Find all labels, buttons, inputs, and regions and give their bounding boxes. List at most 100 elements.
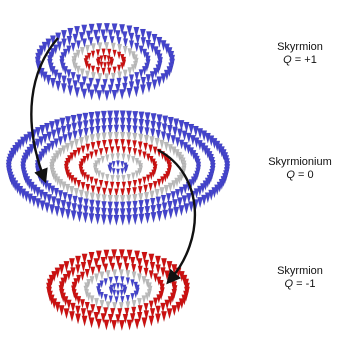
- spin-cone: [116, 153, 120, 160]
- spin-cone: [117, 44, 121, 52]
- spin-cone: [155, 314, 161, 325]
- spin-cone: [116, 161, 120, 168]
- spin-cone: [175, 189, 180, 198]
- spin-cone: [115, 276, 119, 284]
- spin-cone: [90, 296, 94, 304]
- spin-cone: [81, 146, 85, 154]
- spin-cone: [77, 212, 83, 223]
- spin-cone: [127, 147, 131, 155]
- spin-cone: [122, 175, 126, 182]
- spin-cone: [66, 300, 71, 310]
- spin-cone: [100, 62, 104, 69]
- spin-cone: [84, 136, 89, 145]
- spin-cone: [152, 79, 158, 90]
- spin-cone: [83, 213, 89, 224]
- texture-name: Skyrmionium: [268, 156, 332, 168]
- spin-cone: [171, 135, 176, 144]
- spin-cone: [127, 320, 133, 331]
- spin-cone: [47, 132, 52, 142]
- spin-cone: [144, 135, 149, 144]
- spin-cone: [173, 207, 179, 218]
- spin-cone: [120, 290, 124, 297]
- spin-cone: [161, 311, 167, 322]
- spin-cone: [155, 138, 160, 147]
- spin-cone: [85, 269, 90, 278]
- spin-cone: [96, 319, 102, 330]
- spin-cone: [65, 184, 70, 193]
- spin-cone: [91, 142, 95, 150]
- charge-value: = +1: [295, 54, 317, 66]
- spin-cone: [64, 308, 70, 319]
- spin-cone: [54, 206, 60, 217]
- spin-cone: [160, 267, 165, 277]
- spin-cone: [59, 305, 65, 316]
- spin-cone: [120, 215, 126, 226]
- spin-cone: [50, 186, 55, 195]
- spin-cone: [120, 139, 124, 147]
- spin-cone: [111, 175, 115, 182]
- spin-cone: [129, 40, 134, 49]
- spin-cone: [164, 185, 169, 194]
- texture-charge: Q = -1: [285, 278, 316, 290]
- spin-cone: [142, 318, 148, 329]
- spin-cone: [161, 132, 166, 141]
- spin-cone: [104, 90, 110, 101]
- spin-cone: [76, 40, 81, 49]
- spin-cone: [149, 316, 155, 327]
- spin-cone: [148, 183, 152, 191]
- spin-cone: [91, 51, 95, 59]
- spin-cone: [127, 174, 131, 181]
- spin-cone: [126, 277, 130, 285]
- spin-cone: [81, 182, 85, 190]
- spin-cone: [35, 127, 41, 138]
- spin-cone: [128, 67, 132, 75]
- spin-cone: [116, 283, 120, 290]
- spin-cone: [49, 204, 55, 215]
- spin-cone: [156, 265, 161, 275]
- spin-cone: [166, 133, 171, 142]
- spin-cone: [140, 84, 146, 95]
- spin-cone: [63, 134, 68, 143]
- spin-cone: [138, 179, 142, 187]
- spin-cone: [109, 277, 113, 285]
- spin-cone: [55, 81, 61, 92]
- spin-cone: [117, 52, 121, 60]
- spin-cone: [75, 314, 81, 325]
- spin-cone: [182, 131, 187, 141]
- figure: Skyrmion Q = +1 Skyrmionium Q = 0 Skyrmi…: [0, 0, 337, 337]
- spin-cone: [126, 140, 130, 148]
- spin-cone: [91, 66, 95, 74]
- texture-name: Skyrmion: [277, 265, 323, 277]
- spin-cone: [80, 69, 84, 77]
- label-group: Skyrmion Q = +1 Skyrmionium Q = 0 Skyrmi…: [268, 41, 332, 290]
- spin-cone: [80, 47, 84, 55]
- spin-cone: [132, 214, 138, 225]
- charge-symbol: Q: [283, 54, 292, 66]
- spin-cone: [151, 212, 157, 223]
- spin-cone: [99, 148, 103, 156]
- spin-cone: [94, 150, 98, 158]
- spin-cone: [142, 296, 146, 304]
- spin-cone: [144, 268, 149, 277]
- spin-cone: [161, 258, 167, 269]
- spin-cone: [111, 154, 115, 161]
- spin-cone: [157, 179, 161, 187]
- spin-cone: [167, 308, 173, 319]
- spin-cone: [165, 300, 170, 310]
- spin-cone: [105, 174, 109, 181]
- spin-cone: [86, 184, 90, 192]
- spin-cone: [130, 279, 134, 287]
- spin-cone: [101, 173, 105, 180]
- spin-cone: [67, 132, 72, 141]
- spin-cone: [138, 266, 143, 275]
- spin-cone: [120, 276, 124, 284]
- charge-symbol: Q: [286, 169, 295, 181]
- spin-cone: [123, 46, 127, 54]
- spin-cone: [69, 258, 75, 269]
- spin-cone: [127, 88, 133, 99]
- spin-cone: [54, 188, 59, 197]
- spin-cone: [157, 76, 163, 87]
- charge-value: = 0: [298, 169, 314, 181]
- spin-cone: [121, 168, 125, 175]
- spin-cone: [179, 205, 185, 216]
